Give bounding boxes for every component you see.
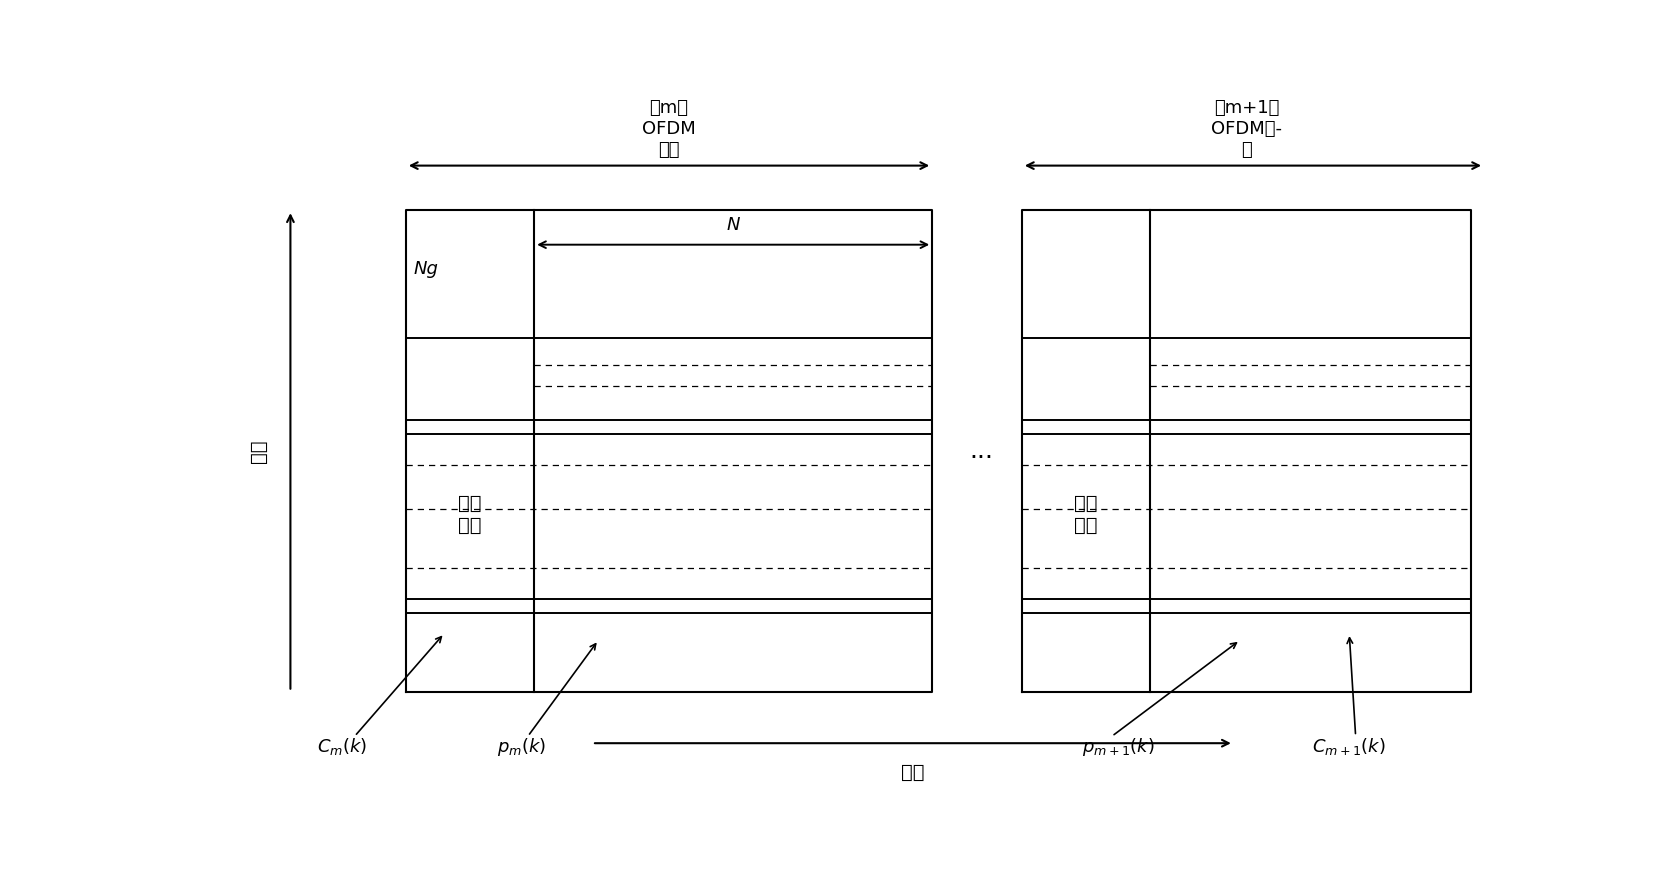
Text: ...: ... (968, 439, 993, 463)
Text: $p_{m+1}(k)$: $p_{m+1}(k)$ (1081, 737, 1154, 758)
Text: N: N (727, 216, 740, 234)
Text: $C_m(k)$: $C_m(k)$ (316, 737, 367, 757)
Text: 频率: 频率 (248, 439, 268, 463)
Text: 时间: 时间 (900, 763, 923, 781)
Text: $C_{m+1}(k)$: $C_{m+1}(k)$ (1311, 737, 1385, 757)
Text: 循环
前缀: 循环 前缀 (1074, 494, 1097, 535)
Text: Ng: Ng (414, 260, 439, 278)
Text: 第m+1个
OFDM符-
号: 第m+1个 OFDM符- 号 (1210, 99, 1281, 159)
Text: $p_m(k)$: $p_m(k)$ (496, 737, 546, 758)
Text: 第m个
OFDM
符号: 第m个 OFDM 符号 (642, 99, 695, 159)
Text: 循环
前缀: 循环 前缀 (458, 494, 482, 535)
